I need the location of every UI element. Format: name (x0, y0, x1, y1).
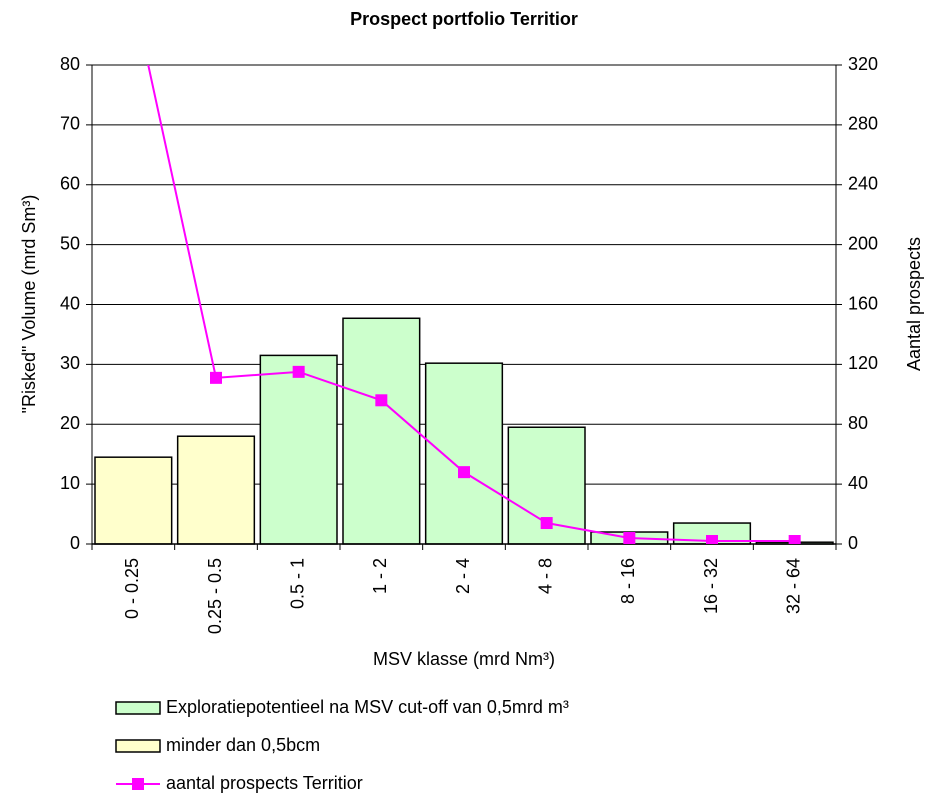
legend-label: aantal prospects Territior (166, 773, 363, 793)
x-tick-label: 16 - 32 (701, 558, 721, 614)
marker (458, 466, 470, 479)
bar (259, 354, 338, 545)
marker (706, 535, 718, 544)
x-tick-label: 1 - 2 (370, 558, 390, 594)
legend-label: minder dan 0,5bcm (166, 735, 320, 755)
y-tick-label: 30 (60, 353, 80, 373)
y2-tick-label: 120 (848, 353, 878, 373)
x-axis-title: MSV klasse (mrd Nm³) (373, 649, 555, 669)
marker (375, 394, 388, 407)
x-tick-label: 32 - 64 (783, 558, 803, 614)
bar (176, 435, 256, 545)
y2-tick-label: 0 (848, 533, 858, 553)
x-tick-label: 0.25 - 0.5 (205, 558, 225, 634)
x-tick-label: 0.5 - 1 (287, 558, 307, 609)
legend-swatch (115, 739, 161, 753)
y2-tick-label: 80 (848, 413, 868, 433)
marker (127, 0, 139, 2)
bar (94, 456, 173, 545)
legend-swatch (132, 778, 144, 790)
x-tick-label: 2 - 4 (453, 558, 473, 594)
legend-swatch (115, 701, 161, 715)
y-tick-label: 0 (70, 533, 80, 553)
marker (210, 371, 222, 384)
bar (424, 362, 504, 545)
marker (540, 517, 553, 530)
x-tick-label: 8 - 16 (618, 558, 638, 604)
marker (623, 532, 636, 544)
y2-tick-label: 280 (848, 114, 878, 134)
x-tick-label: 4 - 8 (535, 558, 555, 594)
y-tick-label: 70 (60, 114, 80, 134)
y-axis-title: "Risked" Volume (mrd Sm³) (19, 195, 39, 414)
y-tick-label: 80 (60, 54, 80, 74)
bar (342, 317, 421, 545)
legend-label: Exploratiepotentieel na MSV cut-off van … (166, 697, 569, 717)
marker (788, 535, 801, 544)
y-tick-label: 40 (60, 293, 80, 313)
y-tick-label: 60 (60, 174, 80, 194)
y2-tick-label: 320 (848, 54, 878, 74)
y-tick-label: 50 (60, 233, 80, 253)
y2-axis-title: Aantal prospects (904, 237, 924, 371)
y-tick-label: 10 (60, 473, 80, 493)
y-tick-label: 20 (60, 413, 80, 433)
y2-tick-label: 240 (848, 174, 878, 194)
y2-tick-label: 200 (848, 233, 878, 253)
chart-title: Prospect portfolio Territior (350, 9, 578, 29)
y2-tick-label: 40 (848, 473, 868, 493)
y2-tick-label: 160 (848, 293, 878, 313)
x-tick-label: 0 - 0.25 (122, 558, 142, 619)
marker (292, 365, 305, 378)
